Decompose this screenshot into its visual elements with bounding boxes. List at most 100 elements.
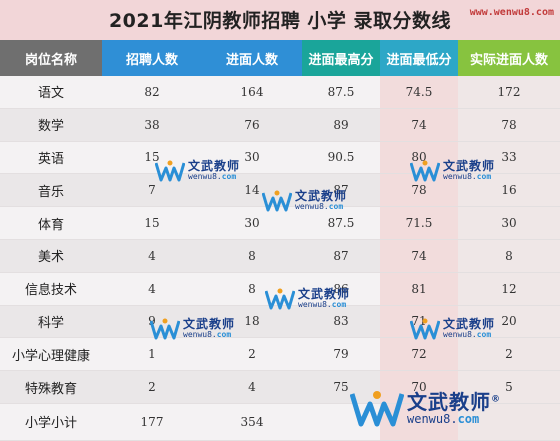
- cell-recruit: 15: [102, 141, 202, 175]
- cell-min: 71.5: [380, 206, 458, 240]
- cell-actual: 78: [458, 108, 560, 142]
- cell-max: 87: [302, 173, 380, 208]
- cell-name: 音乐: [0, 173, 102, 208]
- cell-max: 87: [302, 239, 380, 273]
- watermark-logo-icon: [350, 390, 404, 428]
- cell-max: 79: [302, 337, 380, 372]
- cell-recruit: 7: [102, 173, 202, 208]
- cell-interview: 76: [202, 108, 302, 142]
- cell-min: 74.5: [380, 76, 458, 109]
- cell-max: 86: [302, 272, 380, 306]
- cell-recruit: 4: [102, 272, 202, 306]
- watermark-logo-icon: [262, 190, 292, 212]
- watermark: 文武教师 wenwu8.com: [410, 318, 495, 340]
- cell-actual: 172: [458, 76, 560, 109]
- table-row: 科学 9 18 83 71 20: [0, 305, 560, 339]
- table-row: 特殊教育 2 4 75 70 5: [0, 370, 560, 404]
- watermark: 文武教师 wenwu8.com: [262, 190, 347, 212]
- cell-interview: 4: [202, 370, 302, 404]
- cell-name: 数学: [0, 108, 102, 142]
- watermark-logo-icon: [150, 318, 180, 340]
- table-row: 美术 4 8 87 74 8: [0, 239, 560, 273]
- watermark-text: 文武教师: [188, 159, 241, 174]
- cell-actual: 8: [458, 239, 560, 273]
- watermark-url: wenwu8.com: [407, 411, 480, 426]
- cell-max: 87.5: [302, 76, 380, 109]
- cell-name: 语文: [0, 76, 102, 109]
- cell-min: 70: [380, 370, 458, 404]
- cell-recruit: 2: [102, 370, 202, 404]
- cell-min: 78: [380, 173, 458, 208]
- watermark-large: 文武教师® wenwu8.com: [350, 390, 501, 428]
- watermark: 文武教师 wenwu8.com: [265, 288, 350, 310]
- cell-actual: 33: [458, 141, 560, 175]
- cell-interview: 14: [202, 173, 302, 208]
- cell-min: 74: [380, 108, 458, 142]
- title-bar: [0, 0, 560, 40]
- watermark-logo-icon: [410, 318, 440, 340]
- cell-interview: 18: [202, 305, 302, 339]
- table-row: 语文 82 164 87.5 74.5 172: [0, 76, 560, 109]
- header-min-score: 进面最低分: [380, 40, 458, 76]
- watermark: 文武教师 wenwu8.com: [155, 160, 240, 182]
- watermark-text: 文武教师: [443, 317, 496, 332]
- cell-interview: 8: [202, 239, 302, 273]
- watermark-url: wenwu8.com: [183, 329, 232, 339]
- cell-name: 信息技术: [0, 272, 102, 306]
- cell-actual: 2: [458, 337, 560, 372]
- header-position: 岗位名称: [0, 40, 102, 76]
- cell-recruit: 38: [102, 108, 202, 142]
- watermark-logo-icon: [410, 160, 440, 182]
- watermark-text: 文武教师: [183, 317, 236, 332]
- cell-min: 80: [380, 141, 458, 175]
- cell-max: 83: [302, 305, 380, 339]
- table-row: 数学 38 76 89 74 78: [0, 108, 560, 142]
- table-row: 音乐 7 14 87 78 16: [0, 173, 560, 208]
- watermark: 文武教师 wenwu8.com: [410, 160, 495, 182]
- cell-name: 体育: [0, 206, 102, 240]
- header-recruit: 招聘人数: [102, 40, 202, 76]
- cell-name: 特殊教育: [0, 370, 102, 404]
- cell-max: 75: [302, 370, 380, 404]
- cell-actual: 20: [458, 305, 560, 339]
- cell-recruit: 82: [102, 76, 202, 109]
- watermark: 文武教师 wenwu8.com: [150, 318, 235, 340]
- cell-min: 72: [380, 337, 458, 372]
- cell-recruit: 4: [102, 239, 202, 273]
- cell-recruit: 1: [102, 337, 202, 372]
- header-interview: 进面人数: [202, 40, 302, 76]
- watermark-text: 文武教师: [298, 287, 351, 302]
- watermark-text: 文武教师®: [407, 389, 501, 414]
- cell-max: 87.5: [302, 206, 380, 240]
- watermark-url: wenwu8.com: [188, 171, 237, 181]
- cell-name: 科学: [0, 305, 102, 339]
- cell-actual: 16: [458, 173, 560, 208]
- watermark-text: 文武教师: [443, 159, 496, 174]
- table-row: 体育 15 30 87.5 71.5 30: [0, 206, 560, 240]
- score-table: 岗位名称 招聘人数 进面人数 进面最高分 进面最低分 实际进面人数 语文 82 …: [0, 40, 560, 441]
- table-row: 信息技术 4 8 86 81 12: [0, 272, 560, 306]
- watermark-text: 文武教师: [295, 189, 348, 204]
- header-actual: 实际进面人数: [458, 40, 560, 76]
- table-row: 英语 15 30 90.5 80 33: [0, 141, 560, 175]
- cell-interview: 164: [202, 76, 302, 109]
- cell-actual: 30: [458, 206, 560, 240]
- cell-name: 美术: [0, 239, 102, 273]
- cell-recruit: 15: [102, 206, 202, 240]
- cell-actual: 5: [458, 370, 560, 404]
- watermark-url: wenwu8.com: [443, 329, 492, 339]
- cell-interview: 2: [202, 337, 302, 372]
- cell-max: 89: [302, 108, 380, 142]
- cell-min: 74: [380, 239, 458, 273]
- header-row: 岗位名称 招聘人数 进面人数 进面最高分 进面最低分 实际进面人数: [0, 40, 560, 76]
- cell-interview: 30: [202, 141, 302, 175]
- cell-actual: 12: [458, 272, 560, 306]
- watermark-url: wenwu8.com: [295, 201, 344, 211]
- cell-max: 90.5: [302, 141, 380, 175]
- site-tag: www.wenwu8.com: [469, 7, 554, 18]
- watermark-url: wenwu8.com: [298, 299, 347, 309]
- cell-min: 81: [380, 272, 458, 306]
- watermark-url: wenwu8.com: [443, 171, 492, 181]
- header-max-score: 进面最高分: [302, 40, 380, 76]
